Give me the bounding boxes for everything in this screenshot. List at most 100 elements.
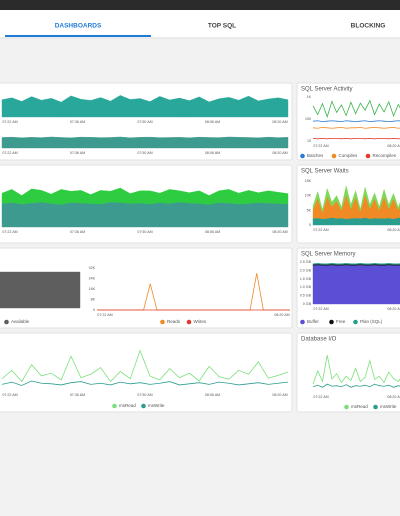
y-axis-label: 0 [309,223,311,227]
x-axis-label: 07:22 AM [2,120,17,124]
panel [296,82,400,161]
series-area [1,187,289,205]
series-area [0,271,81,309]
legend-marker [186,319,192,325]
legend-marker [329,319,334,325]
y-axis-label: 8K [91,297,96,301]
x-axis-label: 07:50 AM [137,393,152,397]
x-axis-label: 08:20 AM [272,120,287,124]
series-line [312,126,400,129]
x-axis-label: 08:20 AM [272,393,287,397]
x-axis-label: 07:22 AM [2,393,17,397]
legend-label: msWrite [148,403,165,408]
y-axis-label: 15K [305,179,312,183]
legend-marker [160,319,165,325]
legend-label: Batches [307,153,324,158]
x-axis-label: 08:20 AM [272,151,287,155]
active-tab-indicator [5,35,151,37]
x-axis-label: 08:06 AM [205,393,220,397]
panels: 07:22 AM 07:36 AM 07:50 AM 08:06 AM 08:20 AM… [0,82,400,413]
panel [296,332,400,413]
top-bar [0,0,400,10]
series-line [312,383,400,388]
legend-marker [300,319,305,325]
legend-marker [344,404,349,410]
legend-label: msWrite [380,404,397,409]
y-axis-label: 100 [305,117,311,121]
legend-marker [373,404,378,410]
series-line [1,380,289,386]
y-axis-label: 2.5 GB [300,260,312,264]
x-axis-label: 07:36 AM [70,120,85,124]
legend-label: Available [11,319,30,324]
x-axis-label: 08:20 AM [272,230,287,234]
tab[interactable]: DASHBOARDS [55,23,102,30]
panel-title: SQL Server Waits [301,169,349,175]
x-axis-label: 07:36 AM [70,393,85,397]
legend-label: Buffer [307,319,319,324]
series-line [312,355,400,385]
y-axis-label: 5K [307,208,312,212]
x-axis-label: 07:50 AM [137,120,152,124]
series-line [1,349,289,383]
x-axis-label: 07:50 AM [137,230,152,234]
x-axis-label: 08:20 AM [387,307,400,311]
x-axis-label: 08:20 AM [274,313,289,317]
legend-marker [331,153,337,159]
legend-label: Compiles [339,153,359,158]
y-axis-label: 16K [89,287,96,291]
series-area [1,95,289,118]
legend-marker [353,319,358,325]
y-axis-label: 0.5 GB [300,294,312,298]
y-axis-label: 1.5 GB [300,277,312,281]
legend-label: Plan (SQL) [360,319,383,324]
legend-label: Recompiles [373,153,397,158]
x-axis-label: 08:20 AM [387,228,400,232]
series-line [312,120,400,123]
x-axis-label: 07:36 AM [70,151,85,155]
x-axis-label: 07:36 AM [70,230,85,234]
legend-marker [365,153,371,159]
legend-marker [141,403,146,409]
x-axis-label: 07:22 AM [313,144,328,148]
y-axis-label: 24K [89,276,96,280]
x-axis-label: 07:22 AM [2,230,17,234]
tab[interactable]: TOP SQL [208,23,236,30]
x-axis-label: 07:50 AM [137,151,152,155]
x-axis-label: 08:06 AM [205,120,220,124]
panel-title: SQL Server Activity [301,87,352,93]
y-axis-label: 0 GB [303,302,312,306]
tab[interactable]: BLOCKING [351,23,386,30]
x-axis-label: 08:20 AM [387,144,400,148]
x-axis-label: 07:22 AM [313,228,328,232]
series-line [312,99,400,119]
series-area [1,201,289,228]
series-area [312,263,400,265]
x-axis-label: 08:06 AM [205,151,220,155]
x-axis-label: 08:06 AM [205,230,220,234]
y-axis-label: 1.0 GB [300,285,312,289]
x-axis-label: 07:22 AM [313,307,328,311]
series-area [312,185,400,213]
y-axis-label: 1K [307,95,312,99]
panel-title: Database I/O [301,337,337,343]
panel [0,332,293,413]
y-axis-label: 10K [305,194,312,198]
series-area [1,136,289,149]
legend-label: msRead [119,403,136,408]
legend-label: Free [336,319,346,324]
legend-marker [4,319,9,325]
legend-label: msRead [351,404,368,409]
legend-marker [300,153,305,159]
series-area [312,264,400,305]
y-axis-label: 0 [93,308,95,312]
tab-bar [0,10,400,38]
x-axis-label: 07:22 AM [313,395,328,399]
legend-label: Writes [194,319,207,324]
x-axis-label: 07:22 AM [97,313,112,317]
y-axis-label: 10 [307,139,311,143]
panel-title: SQL Server Memory [301,252,355,258]
legend-marker [112,403,117,409]
x-axis-label: 07:22 AM [2,151,17,155]
